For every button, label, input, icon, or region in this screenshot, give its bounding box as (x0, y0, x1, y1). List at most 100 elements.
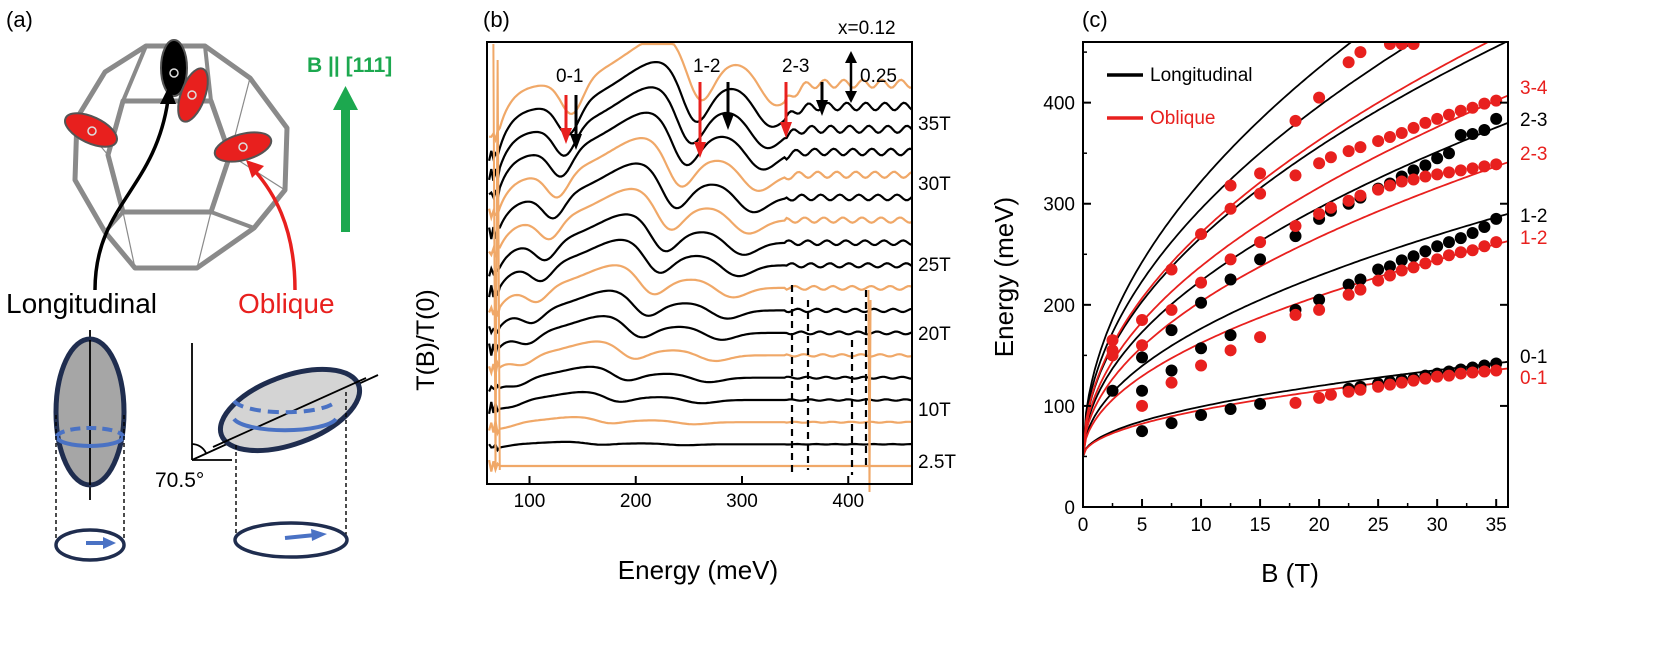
pointer-arrows (93, 86, 297, 291)
spectrum-trace (488, 314, 913, 356)
data-point (1165, 417, 1178, 430)
data-point (1395, 175, 1408, 188)
right-label-1-2-long: 1-2 (1520, 206, 1547, 227)
data-point (1442, 249, 1455, 262)
data-point (1490, 236, 1503, 249)
data-point (1431, 370, 1444, 383)
data-point (1195, 228, 1208, 241)
data-point (1106, 384, 1119, 397)
data-point (1419, 257, 1432, 270)
field-label-30T: 30T (918, 174, 951, 195)
data-point (1454, 246, 1467, 259)
spectrum-trace (488, 459, 912, 474)
fit-line (1083, 367, 1508, 457)
fit-line (1083, 94, 1508, 457)
legend: Longitudinal Oblique (1107, 65, 1252, 129)
data-point (1407, 173, 1420, 186)
data-point (1195, 342, 1208, 355)
data-point (1313, 293, 1326, 306)
c-ytick-label: 400 (1043, 94, 1075, 115)
transition-arrows (560, 82, 828, 158)
fermi-pockets (64, 39, 273, 163)
data-point (1224, 253, 1237, 266)
panel-b-xlabel: Energy (meV) (618, 555, 778, 585)
panel-b-axes (486, 41, 913, 485)
data-point (1354, 141, 1367, 154)
scale-bar-label: 0.25 (860, 66, 897, 87)
data-point (1372, 263, 1385, 276)
data-point (1383, 42, 1396, 51)
panel-b: (b) x=0.12 T(B)/T(0) Energy (meV) 100 200… (412, 7, 956, 585)
spectrum-trace (488, 137, 913, 222)
data-point (1372, 135, 1385, 148)
data-point (1224, 329, 1237, 342)
legend-label-oblique: Oblique (1150, 108, 1216, 129)
field-arrow-head (333, 86, 358, 110)
c-ytick-label: 100 (1043, 397, 1075, 418)
field-direction-label: B || [111] (307, 54, 392, 77)
data-point (1383, 179, 1396, 192)
b-xtick-label: 100 (514, 491, 546, 512)
spectrum-trace (488, 187, 913, 258)
data-point (1224, 202, 1237, 215)
panel-c-label: (c) (1082, 7, 1108, 32)
data-point (1454, 367, 1467, 380)
data-point (1289, 114, 1302, 127)
data-point (1395, 264, 1408, 277)
right-label-1-2-obl: 1-2 (1520, 228, 1547, 249)
data-point (1354, 46, 1367, 59)
c-ytick-label: 200 (1043, 296, 1075, 317)
c-axes-box (1082, 41, 1509, 508)
data-point (1466, 127, 1479, 140)
data-point (1165, 263, 1178, 276)
c-ytick-label: 0 (1064, 498, 1075, 519)
data-point (1254, 187, 1267, 200)
fit-line (1083, 42, 1490, 457)
composition-label: x=0.12 (838, 18, 896, 39)
data-point (1165, 376, 1178, 389)
field-label-10T: 10T (918, 400, 951, 421)
data-point (1383, 269, 1396, 282)
data-point (1289, 230, 1302, 243)
data-point (1466, 366, 1479, 379)
data-point (1442, 147, 1455, 160)
fit-line (1083, 42, 1508, 457)
data-point (1478, 240, 1491, 253)
c-xtick-label: 35 (1486, 515, 1507, 536)
field-label-35T: 35T (918, 114, 951, 135)
c-xtick-label: 10 (1190, 515, 1211, 536)
c-xtick-label: 30 (1427, 515, 1448, 536)
field-label-20T: 20T (918, 324, 951, 345)
data-point (1354, 383, 1367, 396)
data-point (1454, 104, 1467, 117)
data-point (1466, 244, 1479, 257)
c-ytick-label: 300 (1043, 195, 1075, 216)
data-point (1454, 129, 1467, 141)
c-xtick-label: 15 (1250, 515, 1271, 536)
data-point (1419, 372, 1432, 385)
data-point (1224, 344, 1237, 357)
transition-label-0-1: 0-1 (556, 66, 583, 87)
data-point (1313, 303, 1326, 316)
spectrum-trace (488, 264, 913, 317)
field-arrow: B || [111] (307, 54, 392, 232)
panel-a: (a) (6, 7, 392, 562)
fit-line (1083, 161, 1508, 457)
data-point (1490, 94, 1503, 107)
c-xtick-label: 5 (1137, 515, 1148, 536)
right-label-3-4: 3-4 (1520, 78, 1548, 99)
data-point (1490, 364, 1503, 377)
data-point (1419, 159, 1432, 172)
data-point (1136, 399, 1149, 412)
data-point (1254, 236, 1267, 249)
data-point (1313, 391, 1326, 404)
data-point (1442, 108, 1455, 121)
oblique-ellipsoid-diagram: 70.5° (155, 343, 379, 559)
data-point (1165, 364, 1178, 377)
right-label-0-1-obl: 0-1 (1520, 368, 1547, 389)
data-point (1342, 194, 1355, 207)
data-point (1195, 359, 1208, 372)
data-point (1354, 273, 1367, 286)
data-point (1431, 112, 1444, 125)
